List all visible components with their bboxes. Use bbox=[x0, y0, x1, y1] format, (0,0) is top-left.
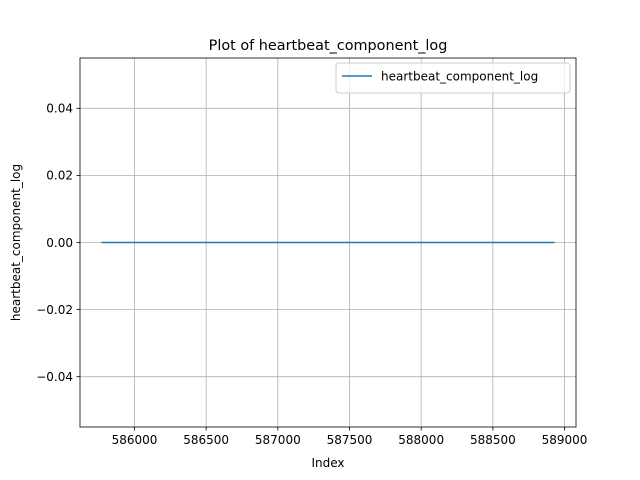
y-tick-label: 0.00 bbox=[46, 236, 73, 250]
x-tick-label: 586000 bbox=[112, 433, 158, 447]
legend-label: heartbeat_component_log bbox=[381, 70, 538, 84]
x-tick-label: 587500 bbox=[327, 433, 373, 447]
legend-box bbox=[335, 62, 571, 94]
y-tick-label: −0.04 bbox=[36, 370, 73, 384]
chart-title: Plot of heartbeat_component_log bbox=[209, 38, 448, 54]
y-axis-label: heartbeat_component_log bbox=[9, 164, 23, 321]
y-tick-label: 0.02 bbox=[46, 169, 73, 183]
y-tick-label: −0.02 bbox=[36, 303, 73, 317]
y-tick-label: 0.04 bbox=[46, 102, 73, 116]
x-tick-label: 588000 bbox=[398, 433, 444, 447]
x-tick-label: 588500 bbox=[470, 433, 516, 447]
x-tick-label: 589000 bbox=[542, 433, 588, 447]
x-axis: 586000 586500 587000 587500 588000 588500 5890… bbox=[112, 427, 588, 447]
x-tick-label: 586500 bbox=[183, 433, 229, 447]
x-tick-label: 587000 bbox=[255, 433, 301, 447]
grid bbox=[80, 58, 576, 427]
y-axis: −0.04 −0.02 0.00 0.02 0.04 bbox=[36, 102, 80, 384]
x-axis-label: Index bbox=[311, 456, 344, 470]
legend: heartbeat_component_log bbox=[335, 62, 571, 94]
